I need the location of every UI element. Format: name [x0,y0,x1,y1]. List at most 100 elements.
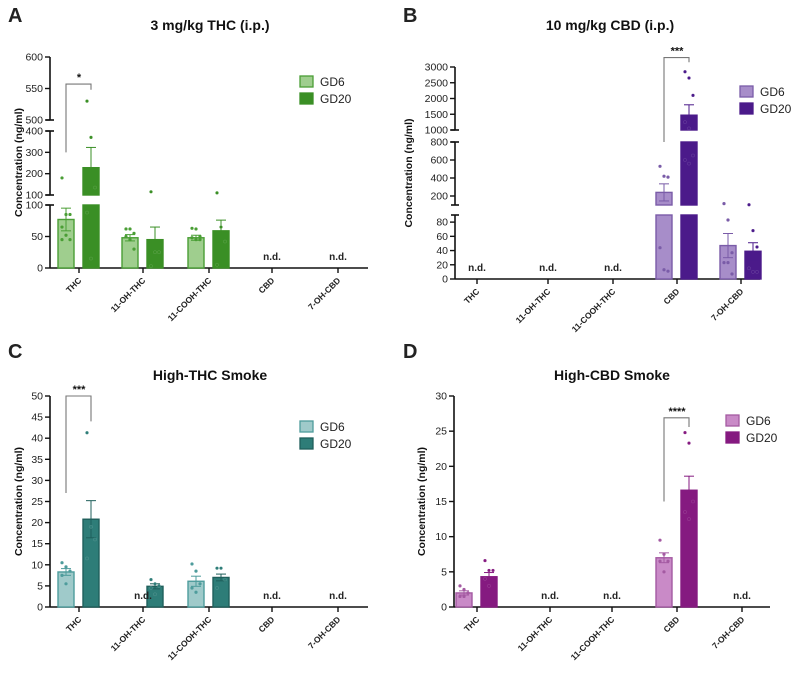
chart-title: 10 mg/kg CBD (i.p.) [546,17,674,33]
significance-bracket [65,395,92,494]
data-point [458,584,462,588]
data-point [666,559,670,563]
data-point [726,261,730,265]
data-point [190,586,194,590]
y-tick-label: 2500 [425,77,449,89]
data-point [190,236,194,240]
x-tick-label: 11-OH-THC [516,614,555,653]
bar-gd6 [655,557,673,608]
significance-bracket [663,417,690,502]
data-point [60,238,64,242]
panel-letter: C [8,341,22,363]
y-tick-label: 400 [25,126,43,138]
data-point [223,239,227,244]
data-point [747,266,751,271]
y-tick-label: 100 [25,200,43,212]
y-tick-label: 200 [430,191,448,203]
y-tick-label: 0 [442,274,448,286]
data-point [687,76,691,80]
data-point [60,225,64,229]
nd-label: n.d. [468,263,486,274]
data-point [462,594,466,599]
panel-letter: B [403,5,417,27]
data-point [60,573,64,577]
data-point [483,577,487,581]
nd-label: n.d. [134,591,152,602]
panel-letter: A [8,5,22,27]
bar-gd6 [57,571,75,608]
panel-letter: D [403,341,417,363]
y-tick-label: 5 [441,566,447,578]
data-point [157,250,161,254]
data-point [662,174,666,178]
panel-d: D High-CBD Smoke Concentration (ng/ml) 0 5 10… [403,341,778,662]
data-point [132,231,136,235]
y-tick-label: 0 [37,263,43,275]
legend-label: GD6 [746,414,771,428]
nd-label: n.d. [263,252,281,263]
legend-swatch-gd6 [299,420,314,433]
data-point [60,176,64,180]
legend-swatch-gd6 [725,414,740,427]
data-point [658,164,662,168]
data-point [64,565,68,569]
nd-label: n.d. [263,591,281,602]
y-tick-label: 10 [435,531,447,543]
y-tick-label: 25 [31,496,43,508]
data-point [483,558,487,563]
nd-label: n.d. [329,252,347,263]
data-point [683,510,687,514]
legend-label: GD6 [320,420,345,434]
panel-c: C High-THC Smoke Concentration (ng/ml) 0 5 10… [8,341,368,662]
data-point [751,270,755,274]
data-point [726,218,730,222]
legend-label: GD20 [320,437,352,451]
data-point [149,264,153,268]
y-tick-label: 20 [31,517,43,529]
legend-swatch-gd20 [725,431,740,444]
y-tick-label: 45 [31,412,43,424]
x-tick-label: 11-COOH-THC [569,614,617,662]
data-point [722,202,726,206]
panel-a: A 3 mg/kg THC (i.p.) Concentration (ng/ml)… [8,5,368,323]
y-tick-label: 30 [435,391,447,403]
y-tick-label: 500 [25,115,43,127]
y-axis-label: Concentration (ng/ml) [416,447,428,556]
bar-gd6 [655,214,673,280]
y-tick-label: 2000 [425,93,449,105]
y-tick-label: 600 [430,155,448,167]
nd-label: n.d. [603,591,621,602]
x-tick-label: THC [462,614,481,633]
bar-gd20 [680,141,698,206]
y-tick-label: 200 [25,168,43,180]
data-point [658,538,662,542]
nd-label: n.d. [604,263,622,274]
data-point [128,227,132,231]
data-point [157,584,161,588]
data-point [755,245,759,249]
y-tick-label: 60 [436,231,448,243]
data-point [687,126,691,131]
y-tick-label: 300 [25,147,43,159]
data-point [93,537,97,542]
data-point [683,430,687,435]
nd-label: n.d. [733,591,751,602]
significance-label: *** [73,384,87,396]
nd-label: n.d. [539,263,557,274]
data-point [190,562,194,566]
nd-label: n.d. [329,591,347,602]
data-point [85,210,89,215]
legend-swatch-gd20 [299,92,314,105]
legend-label: GD20 [320,92,352,106]
legend-swatch-gd6 [739,85,754,98]
data-point [149,586,153,590]
data-point [128,238,132,242]
data-point [687,517,691,521]
bar-gd6 [121,237,139,269]
data-point [683,158,687,162]
y-tick-label: 25 [435,426,447,438]
nd-label: n.d. [541,591,559,602]
y-tick-label: 40 [31,433,43,445]
data-point [85,430,89,435]
y-tick-label: 800 [430,137,448,149]
